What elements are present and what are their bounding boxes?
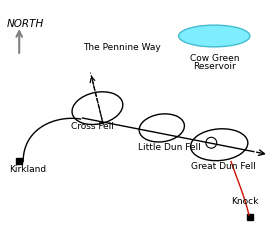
Text: Knock: Knock bbox=[231, 197, 258, 206]
Bar bbox=[16, 157, 22, 164]
Text: Great Dun Fell: Great Dun Fell bbox=[192, 162, 256, 171]
Text: The Pennine Way: The Pennine Way bbox=[83, 43, 161, 52]
Text: Cross Fell: Cross Fell bbox=[71, 122, 114, 131]
Text: NORTH: NORTH bbox=[6, 19, 44, 29]
Text: Reservoir: Reservoir bbox=[193, 62, 236, 71]
Ellipse shape bbox=[179, 25, 250, 47]
Text: Little Dun Fell: Little Dun Fell bbox=[138, 143, 201, 152]
Text: Kirkland: Kirkland bbox=[9, 165, 46, 174]
Text: Cow Green: Cow Green bbox=[190, 54, 239, 63]
Bar bbox=[247, 214, 253, 220]
